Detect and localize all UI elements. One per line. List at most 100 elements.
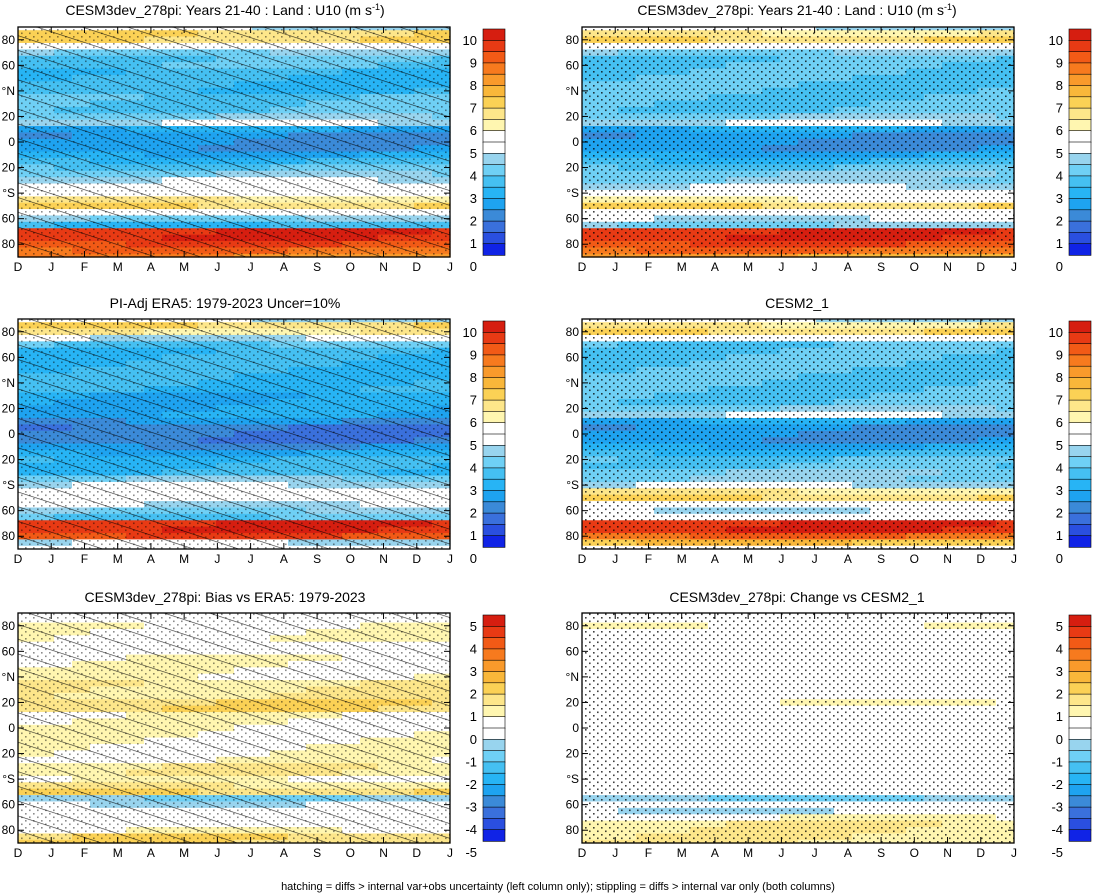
x-tick-label: A — [844, 260, 852, 274]
colorbar-swatch — [1068, 130, 1092, 143]
colorbar-swatch — [482, 73, 506, 87]
panel-title: CESM2_1 — [765, 295, 829, 311]
x-tick-label: J — [447, 846, 453, 860]
colorbar-swatch — [482, 682, 506, 695]
colorbar-tick-label: 7 — [470, 393, 477, 408]
colorbar-swatch — [1068, 377, 1092, 390]
colorbar-swatch — [482, 738, 506, 752]
x-tick-label: A — [711, 260, 719, 274]
x-tick-label: M — [743, 260, 753, 274]
colorbar-swatch — [1068, 320, 1092, 333]
colorbar-tick-label: 4 — [470, 168, 477, 183]
x-tick-label: J — [248, 846, 254, 860]
x-tick-label: J — [48, 552, 54, 566]
colorbar-swatch — [482, 175, 506, 188]
stippling-overlay — [18, 319, 450, 549]
y-tick-label: 60 — [2, 644, 16, 658]
x-tick-label: O — [910, 260, 919, 274]
colorbar-swatch — [482, 130, 506, 143]
panel-title: CESM3dev_278pi: Years 21-40 : Land : U10… — [637, 2, 956, 18]
x-tick-label: N — [943, 260, 952, 274]
x-tick-label: J — [48, 260, 54, 274]
colorbar-tick-label: 0 — [470, 551, 477, 566]
colorbar-swatch — [1068, 444, 1092, 458]
colorbar-swatch — [482, 490, 506, 503]
colorbar-swatch — [482, 220, 506, 234]
colorbar-tick-label: 5 — [1056, 438, 1063, 453]
colorbar-swatch — [482, 501, 506, 514]
stippling-overlay — [18, 27, 450, 257]
x-tick-label: S — [313, 552, 321, 566]
colorbar-swatch — [482, 467, 506, 480]
colorbar-swatch — [1068, 85, 1092, 98]
colorbar-swatch — [1068, 524, 1092, 537]
colorbar-tick-label: 0 — [1056, 259, 1063, 274]
y-tick-label: 20 — [2, 695, 16, 709]
panel-title: CESM3dev_278pi: Bias vs ERA5: 1979-2023 — [85, 589, 366, 605]
x-tick-label: J — [612, 260, 618, 274]
x-tick-label: N — [379, 260, 388, 274]
y-tick-label: 0 — [572, 427, 579, 441]
colorbar-tick-label: 8 — [1056, 370, 1063, 385]
colorbar-tick-label: 5 — [1056, 146, 1063, 161]
colorbar-tick-label: 2 — [1056, 506, 1063, 521]
x-tick-label: J — [214, 846, 220, 860]
x-tick-label: D — [578, 552, 587, 566]
colorbar-swatch — [482, 164, 506, 177]
colorbar-swatch — [1068, 478, 1092, 492]
colorbar-swatch — [482, 141, 506, 154]
x-tick-label: J — [812, 552, 818, 566]
panel-u10-cesm3dev-years-21-40: CESM3dev_278pi: Years 21-40 : Land : U10… — [2, 2, 506, 274]
colorbar-swatch — [1068, 153, 1092, 166]
colorbar-swatch — [482, 659, 506, 673]
colorbar-swatch — [482, 671, 506, 684]
colorbar-tick-label: 1 — [470, 709, 477, 724]
x-tick-label: D — [976, 552, 985, 566]
colorbar-swatch — [1068, 501, 1092, 514]
colorbar-tick-label: 3 — [470, 483, 477, 498]
y-tick-label: 20 — [2, 747, 16, 761]
colorbar-swatch — [1068, 107, 1092, 121]
colorbar-tick-label: -5 — [465, 845, 477, 860]
y-tick-label: 20 — [2, 453, 16, 467]
colorbar-swatch — [482, 524, 506, 537]
colorbar-swatch — [482, 535, 506, 548]
colorbar-swatch — [1068, 243, 1092, 256]
y-tick-label: 0 — [8, 135, 15, 149]
y-tick-label: 20 — [2, 401, 16, 415]
y-tick-label: 60 — [566, 350, 580, 364]
colorbar-swatch — [1068, 51, 1092, 64]
y-tick-label: °S — [2, 186, 15, 200]
x-tick-label: M — [113, 552, 123, 566]
x-tick-label: M — [113, 846, 123, 860]
colorbar-swatch — [1068, 422, 1092, 435]
colorbar-swatch — [1068, 164, 1092, 177]
colorbar-swatch — [482, 705, 506, 718]
y-tick-label: 20 — [566, 161, 580, 175]
colorbar-swatch — [1068, 232, 1092, 245]
colorbar-tick-label: 2 — [1056, 214, 1063, 229]
x-tick-label: O — [346, 552, 355, 566]
x-tick-label: F — [81, 846, 88, 860]
colorbar-swatch — [482, 512, 506, 526]
y-tick-label: 60 — [2, 212, 16, 226]
x-tick-label: O — [346, 260, 355, 274]
colorbar-tick-label: 4 — [470, 641, 477, 656]
y-tick-label: °N — [2, 376, 15, 390]
x-tick-label: J — [48, 846, 54, 860]
colorbar-swatch — [482, 614, 506, 627]
x-tick-label: D — [14, 846, 23, 860]
y-tick-label: 20 — [2, 109, 16, 123]
colorbar-swatch — [1068, 388, 1092, 401]
colorbar-swatch — [482, 320, 506, 333]
colorbar-swatch — [1068, 73, 1092, 87]
colorbar-swatch — [482, 784, 506, 797]
y-tick-label: 60 — [2, 350, 16, 364]
x-tick-label: A — [280, 846, 288, 860]
y-tick-label: 80 — [566, 237, 580, 251]
colorbar-tick-label: 3 — [470, 664, 477, 679]
